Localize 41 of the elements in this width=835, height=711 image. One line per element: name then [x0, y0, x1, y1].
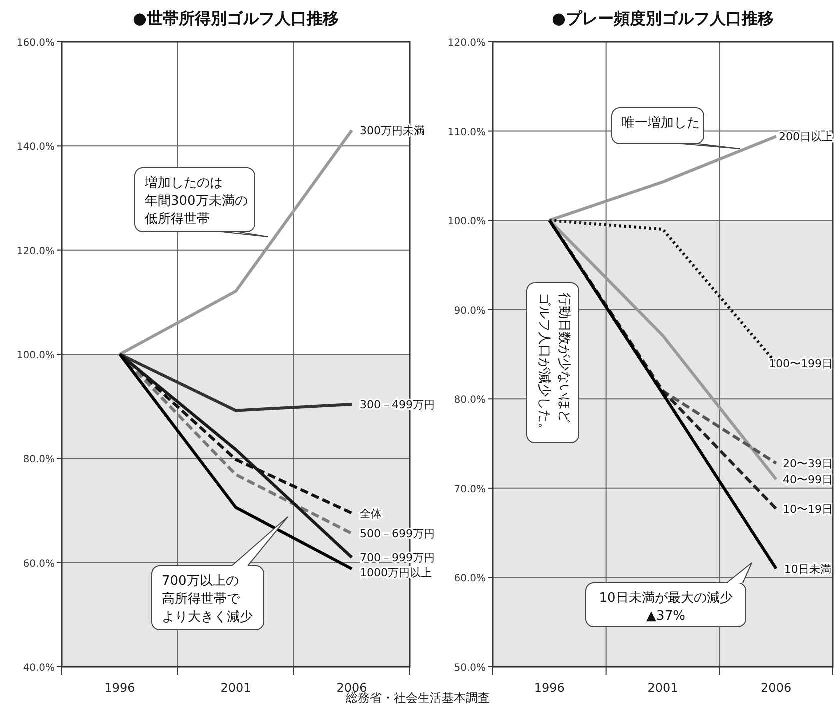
- series-label: 全体: [360, 507, 382, 520]
- callout: 行動日数が少ないほどゴルフ人口が減少した。: [526, 282, 580, 444]
- y-tick-label: 60.0%: [23, 558, 55, 570]
- chart-title: ●プレー頻度別ゴルフ人口推移: [552, 9, 774, 28]
- series-label: 1000万円以上: [360, 566, 432, 580]
- text: 総務省・社会生活基本調査: [345, 691, 490, 705]
- series-label: 200日以上: [779, 130, 833, 144]
- x-tick-label: 2001: [648, 681, 678, 695]
- y-tick-label: 140.0%: [16, 142, 55, 154]
- x-tick-label: 1996: [104, 681, 136, 695]
- series-label: 40〜99日: [783, 474, 833, 486]
- callout: 増加したのは年間300万未満の低所得世帯: [134, 168, 268, 238]
- callout: 700万以上の高所得世帯でより大きく減少: [152, 516, 288, 630]
- y-tick-label: 110.0%: [448, 127, 486, 138]
- y-tick-label: 60.0%: [454, 574, 486, 585]
- y-tick-label: 70.0%: [454, 484, 486, 496]
- chart-title: ●世帯所得別ゴルフ人口推移: [133, 9, 339, 28]
- series-label: 10〜19日: [783, 502, 833, 516]
- y-tick-label: 50.0%: [454, 663, 486, 674]
- annotation: 700万以上の高所得世帯でより大きく減少: [162, 574, 253, 625]
- y-tick-label: 80.0%: [454, 395, 486, 406]
- y-tick-label: 40.0%: [23, 663, 55, 674]
- y-tick-label: 100.0%: [16, 350, 55, 362]
- callout: 唯一増加した: [612, 108, 740, 150]
- y-tick-label: 80.0%: [23, 454, 55, 466]
- annotation: 増加したのは年間300万未満の低所得世帯: [144, 175, 248, 227]
- y-tick-label: 120.0%: [448, 38, 486, 49]
- callout: 10日未満が最大の減少▲37%: [586, 562, 752, 628]
- y-tick-label: 120.0%: [16, 246, 55, 258]
- annotation: 行動日数が少ないほどゴルフ人口が減少した。: [536, 293, 572, 436]
- series-label: 20〜39日: [783, 457, 833, 470]
- series-label: 10日未満: [784, 562, 832, 576]
- x-tick-label: 2001: [220, 681, 252, 695]
- x-tick-label: 1996: [534, 681, 565, 695]
- x-tick-label: 2006: [761, 681, 792, 695]
- y-tick-label: 100.0%: [448, 216, 486, 228]
- y-tick-label: 90.0%: [454, 306, 486, 317]
- y-tick-label: 160.0%: [16, 38, 55, 49]
- series-label: 100〜199日: [769, 357, 833, 370]
- annotation: 唯一増加した: [622, 115, 700, 131]
- annotation: 10日未満が最大の減少▲37%: [599, 591, 733, 624]
